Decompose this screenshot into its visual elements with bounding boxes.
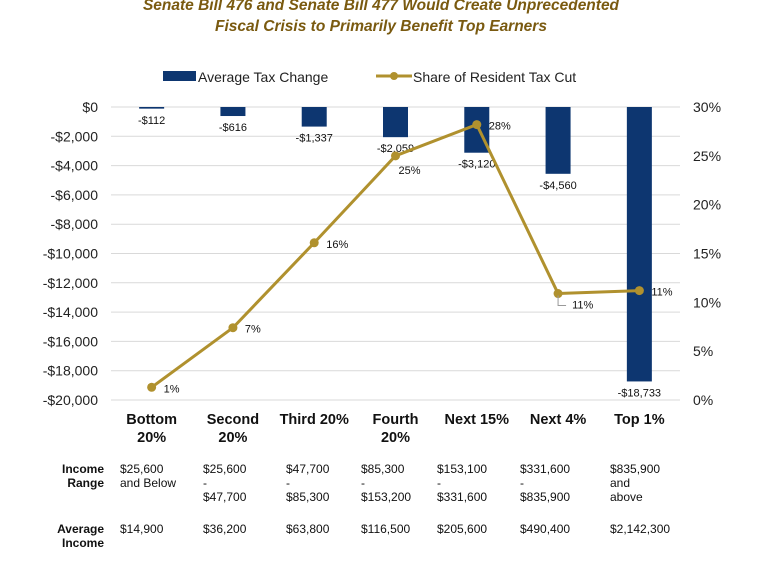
income-range-cell: $85,300- $153,200 — [361, 462, 412, 504]
left-axis-tick-label: -$20,000 — [43, 392, 98, 408]
income-range-cell: $25,600- $47,700 — [203, 462, 247, 504]
line-marker — [391, 151, 400, 161]
income-range-cell: $153,100- $331,600 — [437, 462, 488, 504]
line-marker — [309, 238, 319, 248]
category-label: Next 15% — [445, 412, 510, 428]
legend-label-average-tax-change: Average Tax Change — [198, 69, 328, 85]
left-axis-tick-label: -$4,000 — [51, 158, 99, 174]
line-data-label: 25% — [399, 165, 421, 177]
legend-swatch-marker — [390, 72, 398, 80]
category-label: 20% — [381, 430, 410, 446]
average-income-cell: $63,800 — [286, 522, 330, 536]
right-axis-tick-label: 20% — [693, 197, 721, 213]
line-data-label: 7% — [245, 324, 261, 336]
line-data-label: 28% — [489, 121, 511, 133]
bar-data-label: -$616 — [219, 122, 247, 134]
legend-swatch-average-tax-change — [163, 71, 196, 81]
legend-label-share-of-resident-tax-cut: Share of Resident Tax Cut — [413, 69, 576, 85]
bar-average-tax-change — [301, 107, 327, 127]
category-label: Bottom — [126, 412, 177, 428]
bar-average-tax-change — [545, 107, 571, 174]
category-label: Second — [207, 412, 259, 428]
bar-data-label: -$4,560 — [539, 180, 576, 192]
line-marker — [553, 289, 563, 299]
left-axis-tick-label: -$16,000 — [43, 333, 98, 349]
line-data-label: 11% — [651, 287, 672, 299]
line-marker — [228, 323, 238, 333]
bar-data-label: -$1,337 — [296, 133, 333, 145]
category-label: Fourth — [373, 412, 419, 428]
left-axis-tick-label: -$2,000 — [51, 128, 99, 144]
bar-average-tax-change — [626, 107, 652, 382]
line-marker — [147, 382, 157, 392]
line-marker — [472, 120, 482, 130]
left-axis-tick-label: -$6,000 — [51, 187, 99, 203]
right-axis-tick-label: 0% — [693, 392, 713, 408]
income-range-cell: $47,700- $85,300 — [286, 462, 330, 504]
leader-line — [557, 295, 567, 307]
left-axis-tick-label: $0 — [82, 99, 98, 115]
average-income-header: Average Income — [57, 522, 104, 550]
category-label: 20% — [137, 430, 166, 446]
average-income-cell: $36,200 — [203, 522, 247, 536]
line-marker — [634, 286, 644, 296]
right-axis-tick-label: 30% — [693, 99, 721, 115]
left-axis-tick-label: -$12,000 — [43, 275, 98, 291]
left-axis-tick-label: -$14,000 — [43, 304, 98, 320]
right-axis-tick-label: 15% — [693, 246, 721, 262]
bar-data-label: -$3,120 — [458, 159, 495, 171]
category-label: Third 20% — [280, 412, 349, 428]
average-income-cell: $2,142,300 — [610, 522, 671, 536]
bar-average-tax-change — [139, 107, 165, 109]
average-income-cell: $116,500 — [361, 522, 411, 536]
chart-title: Senate Bill 476 and Senate Bill 477 Woul… — [142, 0, 620, 14]
bar-data-label: -$18,733 — [618, 387, 661, 399]
line-data-label: 11% — [572, 300, 593, 312]
line-data-label: 1% — [164, 383, 180, 395]
income-range-cell: $331,600- $835,900 — [520, 462, 571, 504]
average-income-cell: $14,900 — [120, 522, 164, 536]
left-axis-tick-label: -$10,000 — [43, 246, 98, 262]
right-axis-tick-label: 25% — [693, 148, 721, 164]
average-income-cell: $490,400 — [520, 522, 571, 536]
income-range-cell: $25,600 and Below — [120, 462, 177, 490]
bar-data-label: -$112 — [138, 115, 165, 127]
line-data-label: 16% — [326, 239, 348, 251]
bar-average-tax-change — [383, 107, 408, 138]
income-range-header: Income Range — [61, 462, 104, 490]
left-axis-tick-label: -$18,000 — [43, 363, 98, 379]
left-axis-tick-label: -$8,000 — [51, 216, 99, 232]
average-income-cell: $205,600 — [437, 522, 488, 536]
category-label: 20% — [218, 430, 247, 446]
category-label: Next 4% — [530, 412, 587, 428]
right-axis-tick-label: 10% — [693, 294, 721, 310]
right-axis-tick-label: 5% — [693, 343, 713, 359]
legend: Average Tax Change Share of Resident Tax… — [163, 69, 576, 85]
bar-average-tax-change — [220, 107, 246, 117]
chart-subtitle: Fiscal Crisis to Primarily Benefit Top E… — [215, 18, 547, 35]
income-range-cell: $835,900 and above — [610, 462, 661, 504]
category-label: Top 1% — [614, 412, 665, 428]
